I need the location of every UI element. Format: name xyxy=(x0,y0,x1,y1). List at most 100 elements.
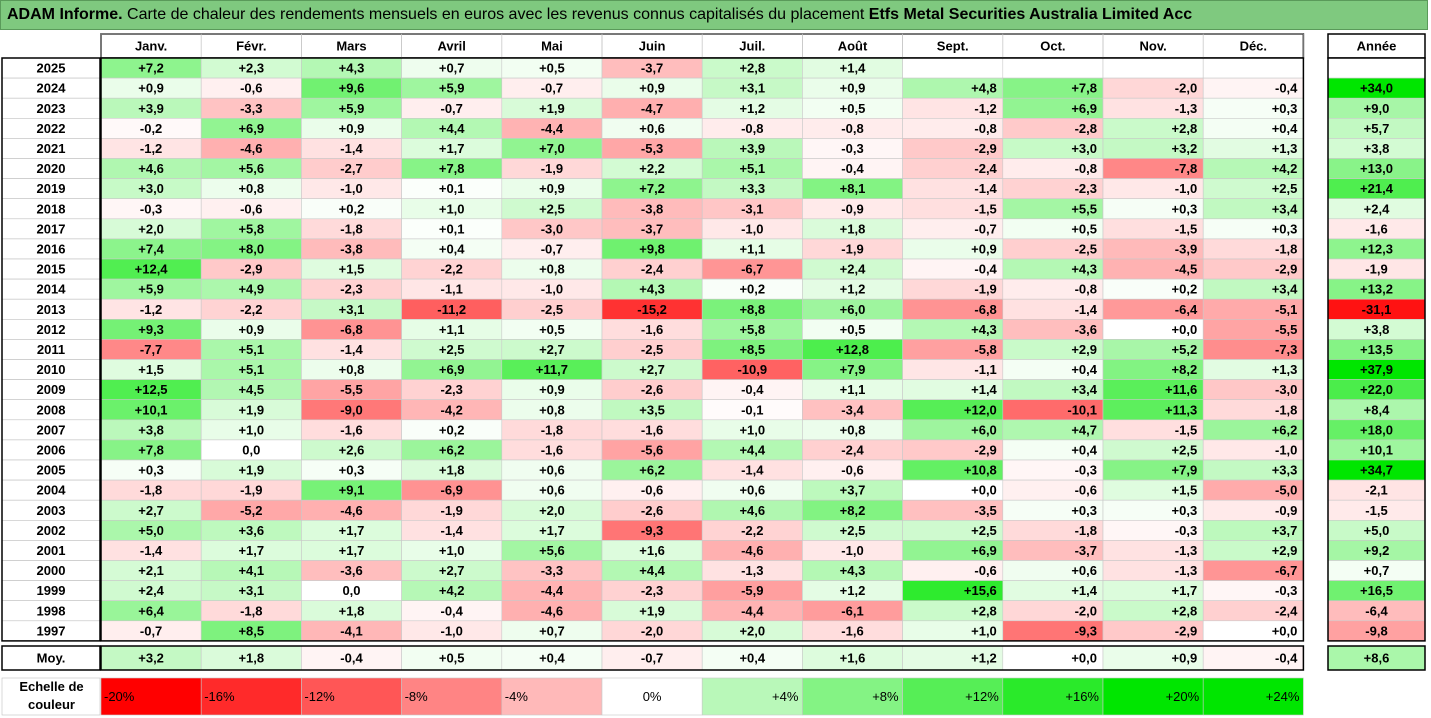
month-return-value: -5,5 xyxy=(1275,322,1297,337)
month-return-cell xyxy=(1202,57,1304,79)
month-return-value: -1,0 xyxy=(841,543,863,558)
month-return-value: +2,5 xyxy=(971,523,997,538)
year-label: 2019 xyxy=(37,181,66,196)
month-return-value: +1,1 xyxy=(439,322,465,337)
month-return-value: +2,5 xyxy=(539,201,565,216)
month-return-value: +3,0 xyxy=(138,181,164,196)
month-return-value: +10,8 xyxy=(964,463,997,478)
month-return-value: +9,6 xyxy=(339,81,365,96)
month-return-value: -4,4 xyxy=(541,121,564,136)
month-return-value: +0,0 xyxy=(971,483,997,498)
month-header-label: Juin xyxy=(639,39,666,54)
color-scale-value: +4% xyxy=(772,689,799,704)
month-return-value: +0,3 xyxy=(1071,503,1097,518)
month-return-value: -1,8 xyxy=(541,422,563,437)
month-return-value: -4,2 xyxy=(440,402,462,417)
year-total-header-label: Année xyxy=(1357,39,1397,54)
year-label: 2024 xyxy=(37,81,67,96)
month-return-value: -0,7 xyxy=(974,221,996,236)
report-title: ADAM Informe. Carte de chaleur des rende… xyxy=(0,0,1428,30)
month-return-value: +12,5 xyxy=(135,382,168,397)
year-label: 2000 xyxy=(37,563,66,578)
month-return-value: -10,1 xyxy=(1067,402,1097,417)
month-return-value: -5,0 xyxy=(1275,483,1297,498)
month-return-value: +4,4 xyxy=(739,442,765,457)
month-return-value: -4,7 xyxy=(641,101,663,116)
month-return-value: +0,5 xyxy=(840,101,866,116)
year-label: 2022 xyxy=(37,121,66,136)
color-scale-value: +12% xyxy=(965,689,999,704)
color-scale-value: -4% xyxy=(505,689,529,704)
year-total-value: +3,8 xyxy=(1364,322,1390,337)
year-label: 2012 xyxy=(37,322,66,337)
month-return-value: +0,4 xyxy=(1071,362,1097,377)
month-return-value: -1,5 xyxy=(974,201,996,216)
month-return-value: -0,9 xyxy=(841,201,863,216)
month-return-value: +3,8 xyxy=(138,422,164,437)
month-return-value: -1,3 xyxy=(741,563,763,578)
month-return-value: +6,4 xyxy=(138,603,164,618)
month-return-value: -3,5 xyxy=(974,503,996,518)
month-return-value: +2,1 xyxy=(138,563,164,578)
month-return-value: +6,0 xyxy=(840,302,866,317)
month-return-value: +4,4 xyxy=(639,563,665,578)
month-return-value: -1,9 xyxy=(440,503,462,518)
month-return-value: -2,7 xyxy=(340,161,362,176)
month-return-value: -2,9 xyxy=(974,442,996,457)
month-return-value: +3,3 xyxy=(739,181,765,196)
month-return-value: -2,5 xyxy=(541,302,563,317)
year-total-value: +34,0 xyxy=(1360,81,1393,96)
month-return-value: +0,9 xyxy=(539,181,565,196)
average-return-value: +1,8 xyxy=(238,651,264,666)
year-total-value: +10,1 xyxy=(1360,442,1393,457)
month-return-value: +7,2 xyxy=(138,61,164,76)
month-return-value: -3,7 xyxy=(641,61,663,76)
year-total-value: +8,4 xyxy=(1364,402,1390,417)
year-label: 2009 xyxy=(37,382,66,397)
month-return-value: +2,9 xyxy=(1272,543,1298,558)
month-return-value: +2,8 xyxy=(1172,603,1198,618)
month-return-value: +4,3 xyxy=(339,61,365,76)
month-return-value: +1,5 xyxy=(138,362,164,377)
month-return-value: -0,3 xyxy=(841,141,863,156)
month-return-value: 0,0 xyxy=(242,442,260,457)
month-return-value: +7,8 xyxy=(1071,81,1097,96)
month-return-value: +2,0 xyxy=(539,503,565,518)
month-return-value: +8,5 xyxy=(238,623,264,638)
title-description: Carte de chaleur des rendements mensuels… xyxy=(122,6,869,23)
month-return-value: -6,7 xyxy=(741,262,763,277)
average-return-cell xyxy=(100,645,202,671)
month-return-value: -2,9 xyxy=(240,262,262,277)
month-return-value: +1,7 xyxy=(539,523,565,538)
year-label: 2002 xyxy=(37,523,66,538)
month-return-value: +5,9 xyxy=(339,101,365,116)
month-return-value: -4,5 xyxy=(1175,262,1197,277)
month-return-value: +4,3 xyxy=(639,282,665,297)
month-return-value: +7,0 xyxy=(539,141,565,156)
month-return-value: -0,9 xyxy=(1275,503,1297,518)
month-return-value: +7,2 xyxy=(639,181,665,196)
month-return-value: -1,2 xyxy=(974,101,996,116)
month-return-value: -7,3 xyxy=(1275,342,1297,357)
month-return-value: +7,9 xyxy=(840,362,866,377)
month-return-value: +4,3 xyxy=(840,563,866,578)
month-return-value: -0,6 xyxy=(240,201,262,216)
year-total-cell xyxy=(1327,57,1426,79)
month-return-value: -4,6 xyxy=(240,141,262,156)
month-return-value: -1,2 xyxy=(140,141,162,156)
month-return-value: +0,3 xyxy=(1172,201,1198,216)
month-return-value: +1,5 xyxy=(339,262,365,277)
year-label: 2020 xyxy=(37,161,66,176)
year-label: 2015 xyxy=(37,262,66,277)
month-return-value: -1,0 xyxy=(1175,181,1197,196)
month-return-value: -1,9 xyxy=(541,161,563,176)
month-return-value: +0,3 xyxy=(1172,503,1198,518)
month-return-value: -0,6 xyxy=(1075,483,1097,498)
month-return-value: -0,6 xyxy=(240,81,262,96)
month-return-value: -2,8 xyxy=(1075,121,1097,136)
month-return-value: -2,0 xyxy=(641,623,663,638)
year-total-value: +18,0 xyxy=(1360,422,1393,437)
month-return-value: +1,8 xyxy=(339,603,365,618)
month-return-value: +3,6 xyxy=(238,523,264,538)
